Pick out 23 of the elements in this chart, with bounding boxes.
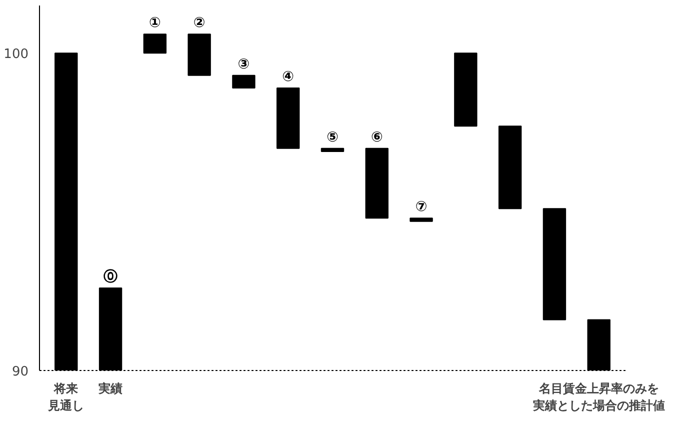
data-label: ② [193,15,206,32]
bar [188,34,211,76]
data-label: ⑥ [370,129,383,146]
data-label: ⓪ [104,268,118,285]
bar [542,208,566,320]
data-label: ④ [282,69,294,86]
bar [410,218,433,222]
bar [320,148,344,152]
x-tick-label: 将来見通し [47,382,84,412]
bar [498,126,522,210]
data-label: ⑤ [326,129,339,146]
data-label: ① [148,15,161,32]
x-tick-label: 名目賃金上昇率のみを実績とした場合の推計値 [532,382,665,412]
x-tick-label: 実績 [98,382,123,396]
data-label: ③ [238,56,250,72]
data-label: ⑦ [415,199,428,216]
bar [365,148,388,219]
bar [276,88,300,149]
y-tick-label: 90 [12,364,29,380]
bar [143,34,167,54]
bar [454,52,478,127]
bar [232,74,256,89]
y-tick-label: 100 [4,47,29,62]
